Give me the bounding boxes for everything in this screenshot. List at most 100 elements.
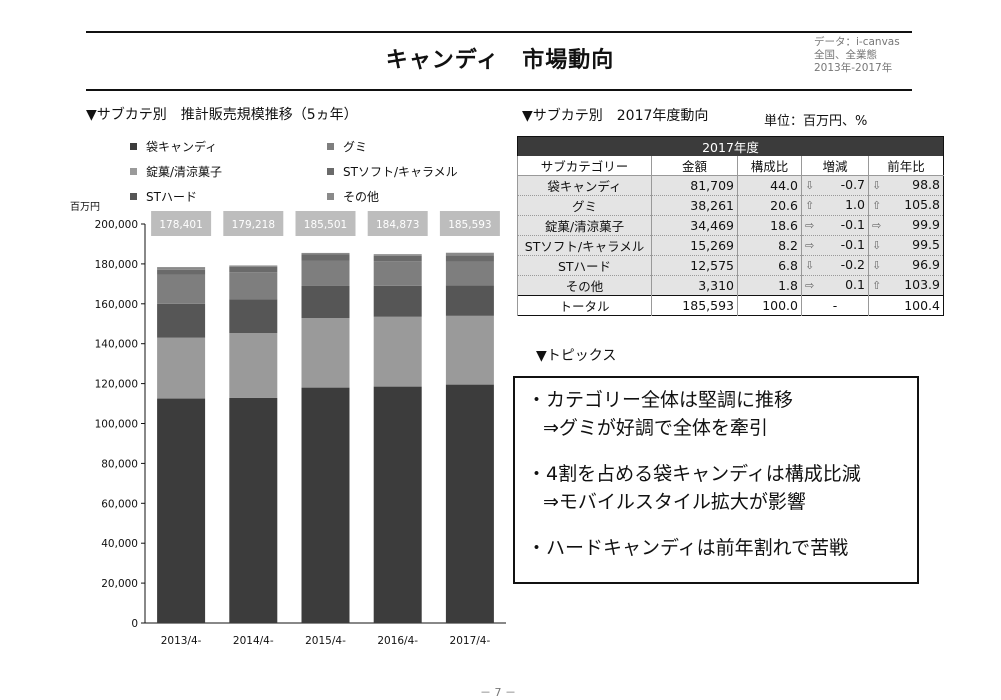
bar-segment [301, 318, 350, 388]
amount-cell-value: 34,469 [690, 218, 734, 233]
right-arrow-icon: ⇨ [805, 278, 815, 292]
ratio-cell-value: 6.8 [778, 258, 798, 273]
topic-item: ・ハードキャンディは前年割れで苦戦 [527, 534, 917, 562]
legend-swatch [130, 143, 137, 150]
legend-label: STソフト/キャラメル [343, 165, 458, 179]
y-tick-label: 80,000 [101, 458, 138, 470]
bar-segment [157, 337, 206, 399]
yoy-cell: 100.4 [868, 295, 944, 316]
page-title: キャンディ 市場動向 [385, 48, 615, 73]
right-arrow-icon: ⇨ [872, 218, 882, 232]
category-cell-value: トータル [559, 299, 610, 314]
topic-item: ・カテゴリー全体は堅調に推移 ⇒グミが好調で全体を牽引 [527, 386, 917, 442]
x-tick-label: 2016/4- [377, 635, 418, 647]
bar-segment [445, 252, 494, 256]
change-cell-value: 0.1 [845, 276, 865, 292]
ratio-cell-value: 100.0 [762, 298, 798, 313]
column-header: 金額 [651, 156, 738, 176]
x-tick-label: 2013/4- [161, 635, 202, 647]
legend-swatch [130, 168, 137, 175]
yoy-cell: ⇧ 103.9 [868, 275, 944, 296]
total-label: 185,593 [448, 219, 491, 231]
x-tick-label: 2017/4- [450, 635, 491, 647]
legend-item: 錠菓/清涼菓子 [130, 163, 222, 180]
bar-segment [373, 255, 422, 262]
legend-swatch [327, 193, 334, 200]
down-arrow-icon: ⇩ [805, 178, 815, 192]
yoy-cell-value: 99.9 [912, 216, 940, 232]
topic-main: ・ハードキャンディは前年割れで苦戦 [527, 537, 849, 559]
category-cell: STハード [517, 255, 652, 276]
page-number: － 7 － [480, 686, 516, 699]
legend-label: その他 [343, 190, 380, 204]
yoy-cell: ⇨ 99.9 [868, 215, 944, 236]
bar-segment [373, 254, 422, 256]
bar-segment [157, 269, 206, 275]
total-label: 179,218 [232, 219, 275, 231]
total-label-box [439, 211, 500, 236]
yoy-cell-value: 99.5 [912, 236, 940, 252]
yoy-cell: ⇩ 96.9 [868, 255, 944, 276]
y-tick-label: 140,000 [95, 339, 138, 351]
legend-label: 錠菓/清涼菓子 [146, 165, 223, 179]
ratio-cell-value: 18.6 [770, 218, 798, 233]
yoy-cell: ⇩ 99.5 [868, 235, 944, 256]
yoy-cell: ⇩ 98.8 [868, 175, 944, 196]
legend-label: 袋キャンディ [146, 140, 218, 154]
legend-label: グミ [343, 140, 368, 154]
bar-segment [445, 255, 494, 262]
total-label: 184,873 [376, 219, 419, 231]
category-cell: その他 [517, 275, 652, 296]
column-header: 前年比 [868, 156, 944, 176]
bar-segment [229, 272, 278, 300]
change-cell-value: -0.1 [840, 236, 865, 252]
change-cell: ⇨ -0.1 [801, 215, 869, 236]
legend-swatch [130, 193, 137, 200]
amount-cell: 38,261 [651, 195, 738, 216]
data-source-note: データ：i-canvas 全国、全業態 2013年-2017年 [814, 36, 900, 75]
table-row: 錠菓/清涼菓子 34,469 18.6 ⇨ -0.1 ⇨ 99.9 [517, 215, 944, 236]
topics-title: ▼トピックス [536, 348, 617, 364]
ratio-cell: 6.8 [737, 255, 802, 276]
table-row: STハード 12,575 6.8 ⇩ -0.2 ⇩ 96.9 [517, 255, 944, 276]
ratio-cell-value: 8.2 [778, 238, 798, 253]
bar-segment [229, 397, 278, 623]
total-label-box [367, 211, 428, 236]
column-header: サブカテゴリー [517, 156, 652, 176]
bar-segment [445, 384, 494, 623]
table-column-header-row: サブカテゴリー 金額 構成比 増減 前年比 [517, 156, 944, 176]
change-cell: - [801, 295, 869, 316]
total-label-box [295, 211, 356, 236]
meta-scope: 全国、全業態 [814, 49, 877, 61]
up-arrow-icon: ⇧ [872, 198, 882, 212]
y-tick-label: 120,000 [95, 379, 138, 391]
change-cell: ⇨ -0.1 [801, 235, 869, 256]
y-tick-label: 40,000 [101, 538, 138, 550]
change-cell-value: -0.7 [840, 176, 865, 192]
category-cell-value: グミ [571, 199, 597, 214]
chart-section-title: ▼サブカテ別 推計販売規模推移（5ヵ年） [86, 107, 358, 123]
down-arrow-icon: ⇩ [872, 238, 882, 252]
y-axis-label: 百万円 [70, 201, 100, 213]
change-cell: ⇧ 1.0 [801, 195, 869, 216]
bar-segment [301, 260, 350, 286]
right-arrow-icon: ⇨ [805, 238, 815, 252]
total-label-box [223, 211, 284, 236]
ratio-cell: 100.0 [737, 295, 802, 316]
amount-cell-value: 38,261 [690, 198, 734, 213]
bar-segment [157, 303, 206, 338]
topics-box: ・カテゴリー全体は堅調に推移 ⇒グミが好調で全体を牽引 ・4割を占める袋キャンデ… [513, 376, 919, 584]
legend-swatch [327, 143, 334, 150]
yoy-cell-value: 98.8 [912, 176, 940, 192]
stacked-bar-chart: 百万円 0 20,000 40,000 60,000 80,000 100,000 120,0… [70, 201, 506, 647]
change-cell-value: -0.1 [840, 216, 865, 232]
total-label: 185,501 [304, 219, 347, 231]
change-cell-value: -0.2 [840, 256, 865, 272]
table-year-header-row: 2017年度 [517, 136, 944, 156]
topic-main: ・4割を占める袋キャンディは構成比減 [527, 463, 861, 485]
amount-cell-value: 185,593 [682, 298, 734, 313]
x-tick-label: 2015/4- [305, 635, 346, 647]
ratio-cell: 20.6 [737, 195, 802, 216]
legend-swatch [327, 168, 334, 175]
bar-segment [301, 285, 350, 319]
